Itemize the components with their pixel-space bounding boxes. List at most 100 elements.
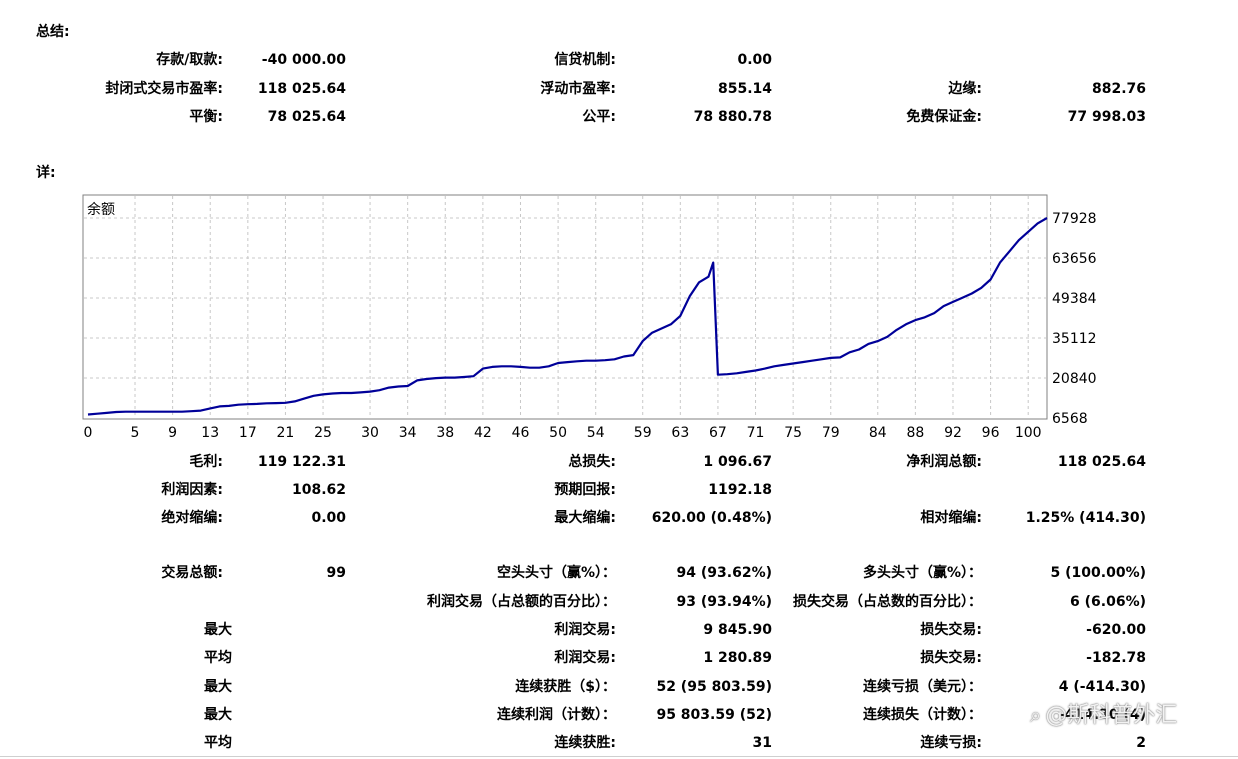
x-axis-ticks: 0 5 9 13 17 21 25 30 34 38 42 46 50 54 59 63 67 71 75 79 84 8… (84, 425, 1042, 441)
y-tick-label: 63656 (1052, 251, 1097, 267)
max-drawdown-label: 最大缩编: (554, 510, 616, 526)
x-tick-label: 13 (201, 425, 219, 441)
profit-trades-label: 利润交易（占总额的百分比）： (427, 594, 616, 610)
x-tick-label: 100 (1015, 425, 1042, 441)
average-profit-label: 利润交易: (554, 650, 616, 666)
x-tick-label: 42 (474, 425, 492, 441)
x-tick-label: 79 (822, 425, 840, 441)
x-tick-label: 96 (982, 425, 1000, 441)
x-tick-label: 92 (944, 425, 962, 441)
free-margin-label: 免费保证金: (906, 109, 982, 125)
x-tick-label: 34 (399, 425, 417, 441)
x-tick-label: 9 (168, 425, 177, 441)
deposit-value: -40 000.00 (261, 52, 346, 68)
largest-profit-value: 9 845.90 (703, 622, 772, 638)
long-positions-value: 5 (100.00%) (1050, 565, 1146, 581)
x-tick-label: 5 (131, 425, 140, 441)
equity-label: 公平: (582, 109, 616, 125)
long-positions-label: 多头头寸（赢%）： (862, 565, 982, 581)
loss-trades-label: 损失交易（占总数的百分比）： (793, 594, 982, 610)
largest-profit-label: 利润交易: (554, 622, 616, 638)
x-tick-label: 21 (277, 425, 295, 441)
short-positions-label: 空头头寸（赢%）： (496, 565, 616, 581)
abs-drawdown-value: 0.00 (311, 510, 346, 526)
average-label: 平均 (204, 650, 232, 666)
watermark: ⌕ @斯科普外汇 (1030, 697, 1177, 729)
rel-drawdown-value: 1.25% (414.30) (1025, 510, 1146, 526)
average-profit-value: 1 280.89 (703, 650, 772, 666)
x-tick-label: 30 (361, 425, 379, 441)
total-net-profit-label: 净利润总额: (906, 454, 982, 470)
average-loss-value: -182.78 (1086, 650, 1146, 666)
max-consec-wins-label: 连续获胜（$）： (515, 679, 616, 695)
x-tick-label: 46 (512, 425, 530, 441)
expected-payoff-label: 预期回报: (554, 482, 616, 498)
closed-pl-value: 118 025.64 (257, 81, 346, 97)
closed-pl-label: 封闭式交易市盈率: (105, 81, 223, 97)
y-axis-ticks: 77928 63656 49384 35112 20840 6568 (1052, 211, 1097, 427)
x-tick-label: 71 (747, 425, 765, 441)
max-consec-losses-label: 连续亏损（美元）： (863, 679, 982, 695)
average-loss-label: 损失交易: (920, 650, 982, 666)
rel-drawdown-label: 相对缩编: (920, 510, 982, 526)
short-positions-value: 94 (93.62%) (676, 565, 772, 581)
max-consec-profit-label: 连续利润（计数）： (497, 707, 616, 723)
max-consec-loss-value: -414.30 (4) (1058, 707, 1146, 723)
balance-label: 平衡: (189, 109, 223, 125)
x-tick-label: 63 (671, 425, 689, 441)
gross-profit-value: 119 122.31 (257, 454, 346, 470)
x-tick-label: 50 (549, 425, 567, 441)
x-tick-label: 75 (784, 425, 802, 441)
max-consec-loss-label: 连续损失（计数）： (863, 707, 982, 723)
x-tick-label: 17 (239, 425, 257, 441)
x-tick-label: 38 (436, 425, 454, 441)
y-tick-label: 77928 (1052, 211, 1097, 227)
abs-drawdown-label: 绝对缩编: (161, 510, 223, 526)
largest-loss-label: 损失交易: (920, 622, 982, 638)
credit-label: 信贷机制: (554, 52, 616, 68)
max-consec-label: 最大 (204, 679, 232, 695)
max-consec-profit-value: 95 803.59 (52) (656, 707, 772, 723)
watermark-text: @斯科普外汇 (1045, 703, 1178, 728)
credit-value: 0.00 (737, 52, 772, 68)
chart-title: 余额 (87, 201, 115, 218)
balance-value: 78 025.64 (267, 109, 346, 125)
total-trades-label: 交易总额: (161, 565, 223, 581)
avg-consec-wins-label: 连续获胜: (554, 735, 616, 751)
profit-trades-value: 93 (93.94%) (676, 594, 772, 610)
largest-loss-value: -620.00 (1086, 622, 1146, 638)
gross-loss-label: 总损失: (568, 454, 616, 470)
chart-grid (84, 196, 1046, 418)
floating-pl-label: 浮动市盈率: (540, 81, 616, 97)
x-tick-label: 59 (634, 425, 652, 441)
gross-profit-label: 毛利: (189, 454, 223, 470)
weibo-icon: ⌕ (1030, 703, 1042, 727)
y-tick-label: 6568 (1052, 411, 1088, 427)
x-tick-label: 67 (709, 425, 727, 441)
total-net-profit-value: 118 025.64 (1057, 454, 1146, 470)
gross-loss-value: 1 096.67 (703, 454, 772, 470)
total-trades-value: 99 (326, 565, 346, 581)
y-tick-label: 49384 (1052, 291, 1097, 307)
chart-plot-area (82, 194, 1048, 420)
expected-payoff-value: 1192.18 (708, 482, 772, 498)
balance-chart: 0 5 9 13 17 21 25 30 34 38 42 46 50 54 59 63 67 71 75 79 84 8… (82, 194, 1097, 441)
max-drawdown-value: 620.00 (0.48%) (651, 510, 772, 526)
avg-consec-losses-label: 连续亏损: (920, 735, 982, 751)
x-tick-label: 84 (869, 425, 887, 441)
y-tick-label: 20840 (1052, 371, 1097, 387)
floating-pl-value: 855.14 (717, 81, 772, 97)
max-consec-wins-value: 52 (95 803.59) (656, 679, 772, 695)
equity-value: 78 880.78 (693, 109, 772, 125)
avg-consec-label: 平均 (204, 735, 232, 751)
max-consec-profit-row-label: 最大 (204, 707, 232, 723)
largest-label: 最大 (204, 622, 232, 638)
deposit-label: 存款/取款: (156, 52, 223, 68)
x-tick-label: 25 (314, 425, 332, 441)
y-tick-label: 35112 (1052, 331, 1097, 347)
profit-factor-value: 108.62 (291, 482, 346, 498)
summary-title: 总结: (36, 24, 70, 40)
x-tick-label: 54 (587, 425, 605, 441)
margin-label: 边缘: (948, 81, 982, 97)
bottom-divider (0, 756, 1238, 757)
